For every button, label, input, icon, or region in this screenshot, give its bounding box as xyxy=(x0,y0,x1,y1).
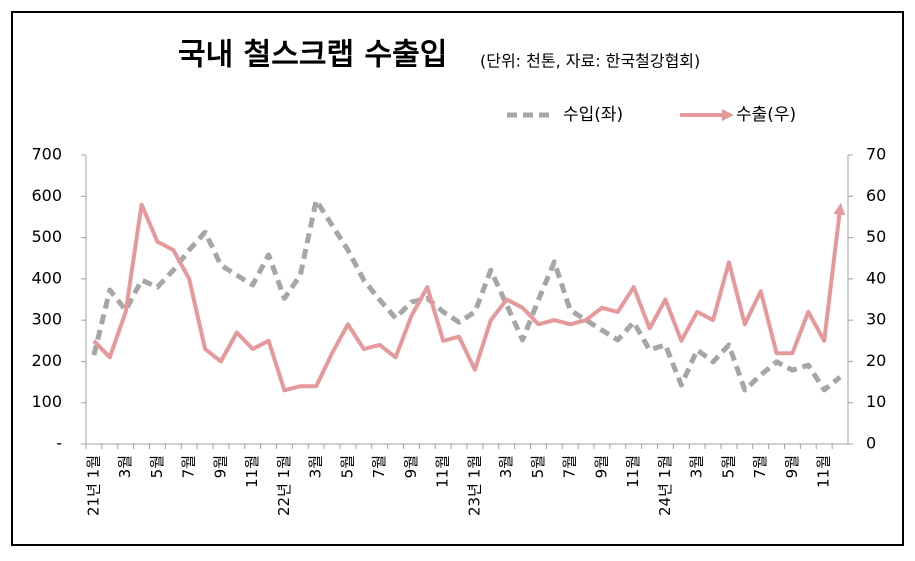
x-tick-label: 11월 xyxy=(243,455,261,488)
x-tick-label: 11월 xyxy=(434,455,452,488)
x-tick-label: 7월 xyxy=(561,455,579,478)
y-tick-label: 200 xyxy=(31,351,62,370)
y2-tick-label: 50 xyxy=(866,227,886,246)
y2-tick-label: 30 xyxy=(866,310,886,329)
x-tick-label: 23년 1월 xyxy=(465,455,483,516)
x-tick-label: 5월 xyxy=(719,455,737,478)
series-line xyxy=(91,197,842,393)
legend-label: 수출(우) xyxy=(736,105,796,125)
series-line xyxy=(92,202,846,393)
y2-tick-label: 10 xyxy=(866,392,886,411)
x-tick-label: 9월 xyxy=(783,455,801,478)
x-tick-label: 5월 xyxy=(148,455,166,478)
y-tick-label: 300 xyxy=(31,310,62,329)
x-tick-label: 9월 xyxy=(592,455,610,478)
x-tick-label: 9월 xyxy=(211,455,229,478)
y2-tick-label: 20 xyxy=(866,351,886,370)
frame xyxy=(11,11,904,546)
x-tick-label: 11월 xyxy=(624,455,642,488)
x-tick-label: 3월 xyxy=(688,455,706,478)
x-tick-label: 22년 1월 xyxy=(275,455,293,516)
y2-tick-label: 70 xyxy=(866,145,886,164)
y-tick-label: 600 xyxy=(31,186,62,205)
x-tick-label: 3월 xyxy=(116,455,134,478)
y-tick-label: 400 xyxy=(31,268,62,287)
x-tick-label: 7월 xyxy=(180,455,198,478)
y2-tick-label: 60 xyxy=(866,186,886,205)
x-tick-label: 3월 xyxy=(307,455,325,478)
y-tick-label: 500 xyxy=(31,227,62,246)
x-tick-label: 7월 xyxy=(751,455,769,478)
x-tick-label: 21년 1월 xyxy=(84,455,102,516)
legend-label: 수입(좌) xyxy=(563,105,623,125)
x-tick-label: 5월 xyxy=(338,455,356,478)
y2-tick-label: 0 xyxy=(866,434,876,453)
x-tick-label: 24년 1월 xyxy=(656,455,674,516)
x-tick-label: 5월 xyxy=(529,455,547,478)
y-tick-label: 700 xyxy=(31,145,62,164)
x-tick-label: 3월 xyxy=(497,455,515,478)
chart-subtitle: (단위: 천톤, 자료: 한국철강협회) xyxy=(480,52,700,71)
y-tick-label: 100 xyxy=(31,392,62,411)
x-tick-label: 7월 xyxy=(370,455,388,478)
chart-title: 국내 철스크랩 수출입 xyxy=(178,38,447,73)
y-tick-label: - xyxy=(56,434,62,453)
x-tick-label: 9월 xyxy=(402,455,420,478)
y2-tick-label: 40 xyxy=(866,268,886,287)
x-tick-label: 11월 xyxy=(815,455,833,488)
